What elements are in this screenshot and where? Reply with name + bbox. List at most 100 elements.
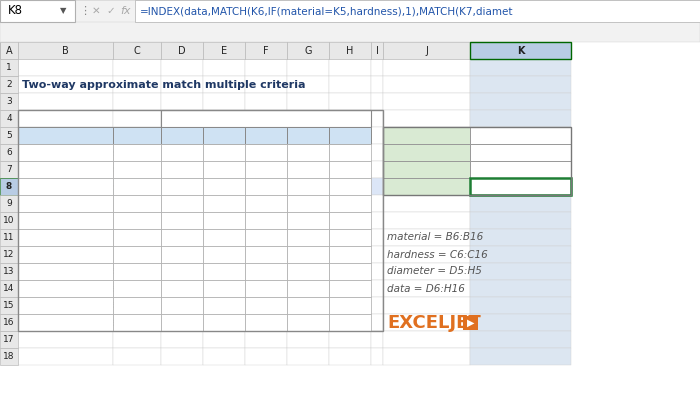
Bar	[18, 161, 113, 178]
Bar	[18, 229, 113, 246]
Bar	[18, 178, 113, 195]
Bar	[113, 297, 161, 314]
Text: 0.009: 0.009	[210, 250, 238, 260]
Text: 0.015: 0.015	[252, 250, 280, 260]
Bar	[245, 178, 287, 195]
Text: ✕: ✕	[92, 6, 101, 16]
Text: 0.016: 0.016	[294, 182, 322, 192]
Bar	[245, 161, 287, 178]
Bar	[203, 161, 245, 178]
Text: 0.019: 0.019	[336, 266, 364, 276]
Text: ▶: ▶	[467, 318, 475, 328]
Bar	[18, 144, 113, 161]
Bar	[161, 348, 203, 365]
Bar	[161, 331, 203, 348]
Text: 17: 17	[4, 335, 15, 344]
Text: =INDEX(data,MATCH(K6,IF(material=K5,hardness),1),MATCH(K7,diamet: =INDEX(data,MATCH(K6,IF(material=K5,hard…	[140, 6, 514, 16]
Text: material = B6:B16: material = B6:B16	[387, 232, 483, 242]
Bar	[470, 348, 571, 365]
Bar	[329, 348, 371, 365]
Bar	[329, 246, 371, 263]
Text: diameter = D5:H5: diameter = D5:H5	[387, 266, 482, 276]
Bar	[0, 280, 18, 297]
Bar	[329, 178, 371, 195]
Bar	[383, 178, 470, 195]
Text: 7: 7	[6, 165, 12, 174]
Text: 0.016: 0.016	[294, 232, 322, 242]
Bar	[161, 178, 203, 195]
Bar	[203, 212, 245, 229]
Bar	[463, 316, 478, 330]
Text: EXCELJET: EXCELJET	[387, 314, 481, 332]
Bar	[371, 229, 383, 246]
Bar	[161, 195, 203, 212]
Bar	[287, 76, 329, 93]
Bar	[371, 348, 383, 365]
Bar	[161, 297, 203, 314]
Text: 4: 4	[6, 114, 12, 123]
Bar	[383, 144, 470, 161]
Text: Result: Result	[387, 182, 419, 192]
Bar	[383, 331, 470, 348]
Bar	[245, 297, 287, 314]
Bar	[18, 229, 113, 246]
Bar	[470, 280, 571, 297]
Bar	[0, 0, 700, 22]
Bar	[0, 331, 18, 348]
Bar	[0, 59, 18, 76]
Bar	[245, 212, 287, 229]
Bar	[203, 127, 245, 144]
Bar	[18, 93, 113, 110]
Text: 0.011: 0.011	[210, 164, 238, 174]
Bar	[329, 144, 371, 161]
Text: 13: 13	[4, 267, 15, 276]
Text: 0.500: 0.500	[209, 130, 239, 140]
Bar	[203, 110, 245, 127]
Text: 0.016: 0.016	[294, 300, 322, 310]
Bar	[245, 195, 287, 212]
Text: 9: 9	[6, 199, 12, 208]
Text: Medium Carbon Steel: Medium Carbon Steel	[21, 266, 126, 276]
Bar	[18, 331, 113, 348]
Text: 0.019: 0.019	[294, 148, 322, 158]
Bar	[113, 280, 161, 297]
Bar	[18, 314, 113, 331]
Text: 3: 3	[6, 97, 12, 106]
Bar	[18, 195, 113, 212]
Text: 0.016: 0.016	[252, 148, 280, 158]
Bar	[0, 314, 18, 331]
Text: 125: 125	[139, 266, 158, 276]
Bar	[113, 161, 161, 178]
Bar	[161, 280, 203, 297]
Bar	[371, 212, 383, 229]
Bar	[113, 331, 161, 348]
Text: E: E	[221, 46, 227, 56]
Bar	[245, 195, 287, 212]
Text: fx: fx	[120, 6, 130, 16]
Text: 0.005: 0.005	[168, 250, 196, 260]
Bar	[287, 348, 329, 365]
Bar	[0, 127, 18, 144]
Text: 12: 12	[4, 250, 15, 259]
Text: F: F	[263, 46, 269, 56]
Text: 175: 175	[139, 232, 158, 242]
Bar	[203, 314, 245, 331]
Bar	[329, 280, 371, 297]
Text: 11: 11	[4, 233, 15, 242]
Bar	[18, 280, 113, 297]
Bar	[113, 59, 161, 76]
Bar	[18, 314, 113, 331]
Bar	[329, 127, 371, 144]
Bar	[161, 161, 203, 178]
Bar	[245, 76, 287, 93]
Bar	[161, 76, 203, 93]
Bar	[0, 22, 700, 42]
Bar	[383, 229, 470, 246]
Text: D: D	[178, 46, 186, 56]
Text: C: C	[134, 46, 141, 56]
Bar	[203, 59, 245, 76]
Bar	[161, 297, 203, 314]
Bar	[383, 42, 470, 59]
Bar	[470, 59, 571, 76]
Bar	[113, 246, 161, 263]
